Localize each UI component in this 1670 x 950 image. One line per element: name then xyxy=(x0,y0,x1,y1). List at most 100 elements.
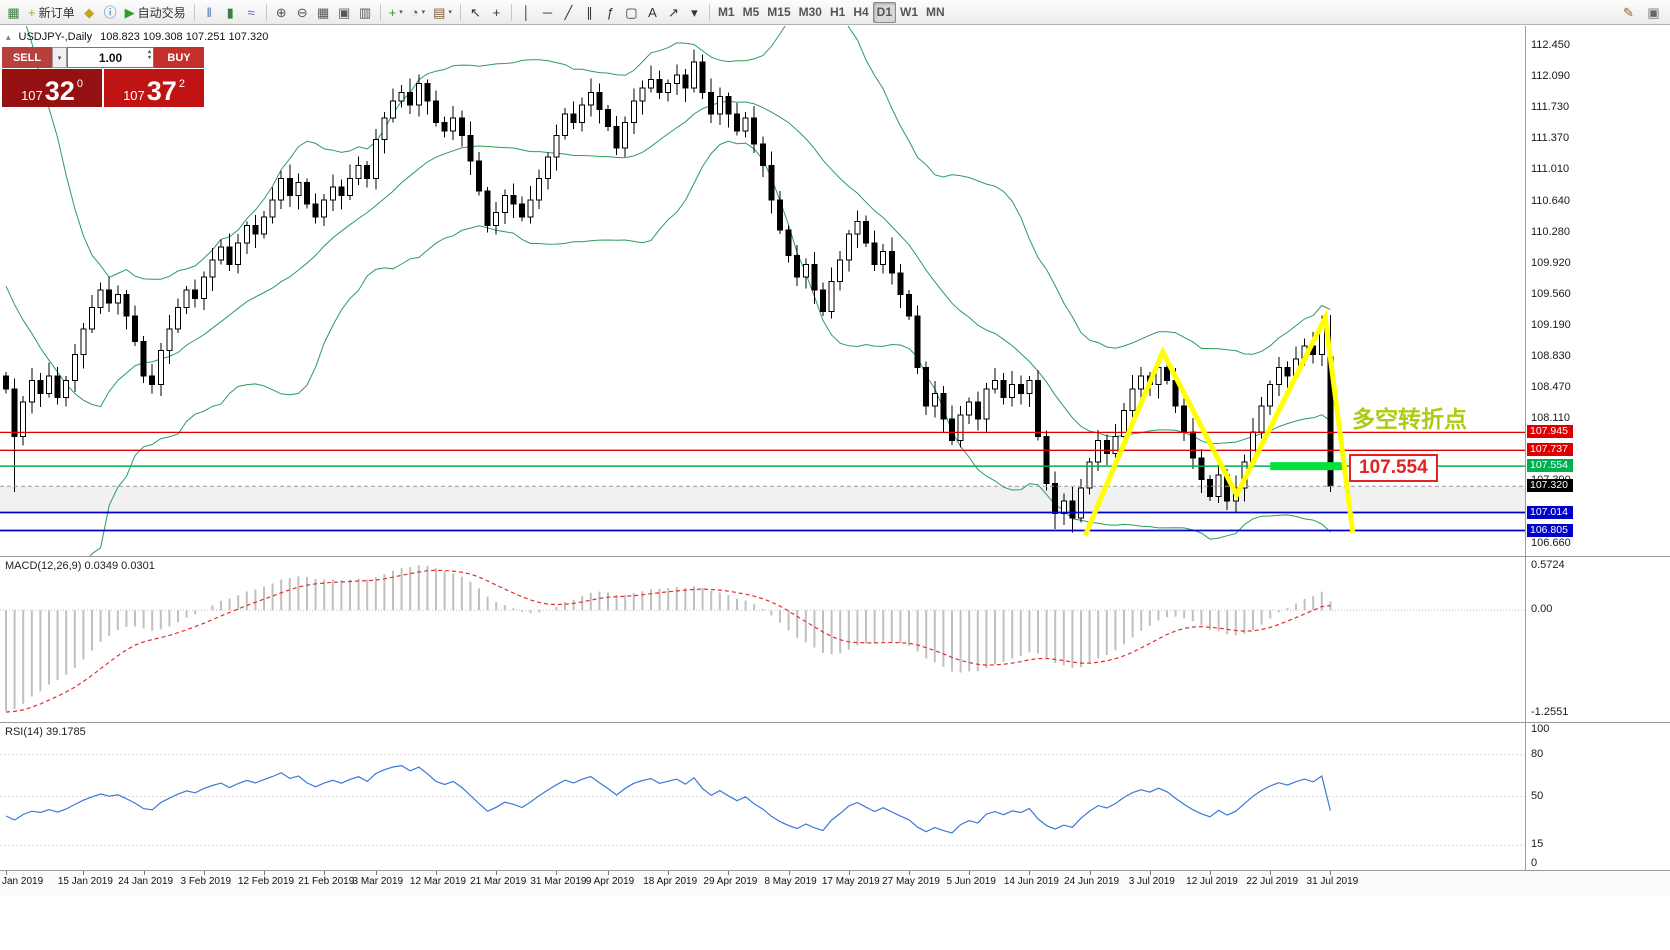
volume-spinner[interactable]: ▴ ▾ xyxy=(148,49,151,61)
date-label: 12 Feb 2019 xyxy=(237,876,295,887)
arrange-windows-button[interactable]: ▥ xyxy=(358,4,372,20)
sell-button[interactable]: SELL xyxy=(2,47,52,68)
price-tag: 107.320 xyxy=(1527,479,1573,493)
date-label: 27 May 2019 xyxy=(882,876,940,887)
date-label: 14 Jun 2019 xyxy=(1003,876,1059,887)
timeframe-m1[interactable]: M1 xyxy=(717,5,735,19)
line-chart-button[interactable]: ≈ xyxy=(247,4,255,20)
time-tick xyxy=(909,871,910,875)
rsi-axis[interactable]: 100 80 50 15 0 xyxy=(1526,723,1669,870)
tile-windows-button[interactable]: ▦ xyxy=(316,4,330,20)
timeframe-w1[interactable]: W1 xyxy=(900,5,918,19)
price-axis-label: 108.830 xyxy=(1531,350,1571,363)
bull-bear-turning-point-annotation[interactable]: 多空转折点 xyxy=(1352,406,1467,432)
price-axis[interactable]: 112.450 112.090 111.730 111.370 111.010 110.6… xyxy=(1526,26,1669,556)
sell-price-box[interactable]: 107 32 0 xyxy=(2,69,102,107)
toolbar-separator xyxy=(193,3,195,21)
panel-separator[interactable] xyxy=(0,870,1670,871)
toolbar: ▦ + 新订单 ◆ ⓘ ▶ 自动交易 ‖ ▮ ≈ ⊕ ⊖ ▦ ▣ ▥ + ▾ ◔ ▾ ▤ ▾ ↖ + │ ─ ╱ ∥ ƒ ▢ A ↗ ▾ M1 M… xyxy=(0,0,1670,25)
date-label: 31 Jul 2019 xyxy=(1306,876,1359,887)
trade-panel-toggle-icon[interactable]: ▴ xyxy=(6,31,11,42)
indicators-button[interactable]: + ▾ xyxy=(388,4,403,20)
date-label: 24 Jan 2019 xyxy=(118,876,174,887)
rsi-axis-label: 80 xyxy=(1531,747,1544,760)
rsi-plot[interactable] xyxy=(0,723,1525,875)
price-tag: 107.737 xyxy=(1527,443,1573,457)
time-tick xyxy=(1330,871,1332,875)
macd-plot[interactable] xyxy=(0,557,1525,727)
date-label: 5 Jun 2019 xyxy=(946,876,996,887)
text-button[interactable]: A xyxy=(648,4,657,20)
date-label: 3 Mar 2019 xyxy=(352,876,404,887)
toolbar-right-icons: ✎ ▣ xyxy=(1618,2,1664,23)
buy-button[interactable]: BUY xyxy=(154,47,204,68)
horizontal-line-button[interactable]: ─ xyxy=(542,4,553,20)
main-chart[interactable] xyxy=(0,0,1525,625)
macd-axis[interactable]: 0.5724 0.00 -1.2551 xyxy=(1526,557,1669,722)
timeframe-mn[interactable]: MN xyxy=(926,5,945,19)
panel-icon[interactable]: ▣ xyxy=(1647,5,1660,20)
sell-price-big-figure: 107 xyxy=(21,88,43,103)
date-label: 21 Mar 2019 xyxy=(470,876,527,887)
chart-window-icon[interactable]: ▦ xyxy=(7,4,20,20)
time-tick xyxy=(83,871,85,875)
time-tick xyxy=(324,871,326,875)
chart-profiles-icon[interactable]: ◆ xyxy=(84,4,95,20)
time-tick xyxy=(1089,871,1091,875)
volume-down-icon[interactable]: ▾ xyxy=(147,55,151,61)
panel-separator[interactable] xyxy=(0,722,1670,723)
price-axis-label: 112.450 xyxy=(1531,39,1570,51)
time-tick xyxy=(6,871,7,875)
date-label: 31 Mar 2019 xyxy=(530,876,587,887)
panel-separator[interactable] xyxy=(0,556,1670,557)
zoom-out-button[interactable]: ⊖ xyxy=(296,4,308,20)
trendline-button[interactable]: ╱ xyxy=(564,4,573,20)
vertical-line-button[interactable]: │ xyxy=(522,4,531,20)
timeframe-h4[interactable]: H4 xyxy=(853,5,869,19)
autotrading-button[interactable]: ▶ 自动交易 xyxy=(124,4,186,20)
price-axis-label: 109.920 xyxy=(1531,256,1571,269)
time-tick xyxy=(264,871,265,875)
date-label: 12 Mar 2019 xyxy=(409,876,467,887)
channel-button[interactable]: ∥ xyxy=(586,4,593,20)
time-tick xyxy=(1149,871,1151,875)
order-mode-dropdown[interactable]: ▾ xyxy=(52,47,67,68)
volume-up-icon[interactable]: ▴ xyxy=(147,49,151,55)
objects-dropdown[interactable]: ▾ xyxy=(691,4,698,20)
new-order-button[interactable]: + 新订单 xyxy=(28,4,75,20)
cursor-button[interactable]: ↖ xyxy=(469,4,481,20)
date-label: 29 Apr 2019 xyxy=(703,876,758,887)
time-axis[interactable]: Jan 2019 15 Jan 2019 24 Jan 2019 3 Feb 2019… xyxy=(0,871,1670,895)
buy-price-box[interactable]: 107 37 2 xyxy=(104,69,204,107)
shapes-button[interactable]: ▢ xyxy=(625,4,638,20)
crosshair-button[interactable]: + xyxy=(492,4,501,20)
cascade-windows-button[interactable]: ▣ xyxy=(337,4,351,20)
timeframe-m30[interactable]: M30 xyxy=(798,5,822,19)
date-label: 17 May 2019 xyxy=(821,876,880,887)
date-label: 22 Jul 2019 xyxy=(1246,876,1299,887)
timeframe-d1[interactable]: D1 xyxy=(872,1,896,23)
rsi-axis-label: 50 xyxy=(1531,789,1544,802)
symbol-title: ▴ USDJPY-,Daily 108.823 109.308 107.251 … xyxy=(6,31,268,43)
timeframe-m5[interactable]: M5 xyxy=(742,5,760,19)
data-window-icon[interactable]: ⓘ xyxy=(103,4,117,20)
periods-button[interactable]: ◔ ▾ xyxy=(410,4,426,20)
timeframe-h1[interactable]: H1 xyxy=(829,5,846,19)
templates-button[interactable]: ▤ ▾ xyxy=(433,4,452,20)
timeframe-m15[interactable]: M15 xyxy=(767,5,791,19)
pencil-icon[interactable]: ✎ xyxy=(1623,5,1634,20)
toolbar-separator xyxy=(708,3,710,21)
macd-axis-label: -1.2551 xyxy=(1531,706,1569,718)
time-tick xyxy=(1270,871,1272,875)
time-tick xyxy=(969,871,971,875)
zoom-in-button[interactable]: ⊕ xyxy=(275,4,287,20)
candlestick-chart-button[interactable]: ▮ xyxy=(226,4,234,20)
volume-input[interactable]: 1.00 ▴ ▾ xyxy=(67,47,154,68)
fibonacci-button[interactable]: ƒ xyxy=(606,4,615,20)
macd-axis-label: 0.00 xyxy=(1531,603,1553,616)
arrow-label-button[interactable]: ↗ xyxy=(667,4,679,20)
bar-chart-button[interactable]: ‖ xyxy=(206,4,212,20)
price-level-label[interactable]: 107.554 xyxy=(1349,454,1438,482)
rsi-axis-label: 15 xyxy=(1531,838,1544,851)
one-click-trading-panel: SELL ▾ 1.00 ▴ ▾ BUY 107 32 0 107 37 2 xyxy=(2,47,204,107)
